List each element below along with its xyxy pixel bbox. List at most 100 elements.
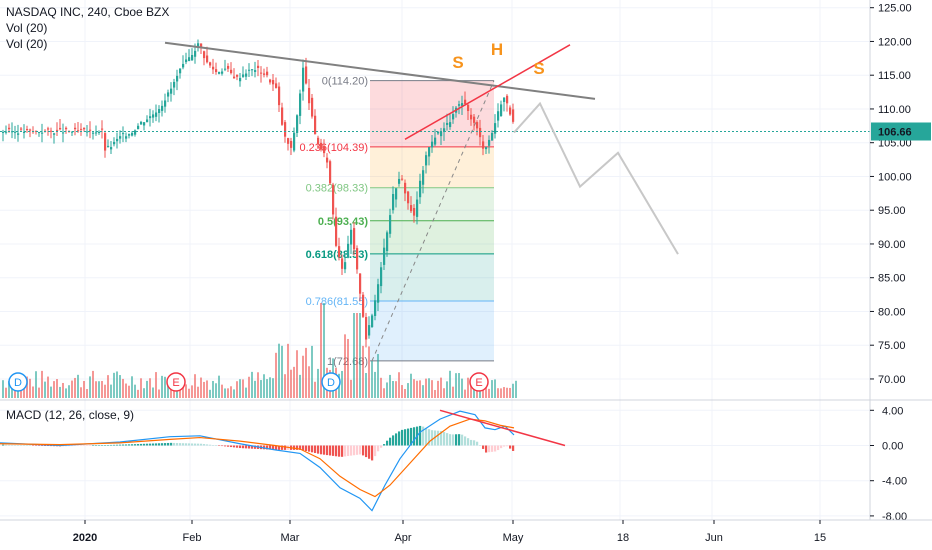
volume-bar	[302, 355, 304, 398]
candle-body	[218, 72, 221, 74]
event-badge: D	[8, 372, 28, 392]
candle-body	[62, 132, 65, 134]
volume-bar	[197, 386, 199, 398]
macd-histogram-bar	[377, 445, 380, 452]
volume-bar	[422, 385, 424, 398]
candle-body	[299, 93, 302, 116]
candle-body	[230, 69, 233, 74]
candle-body	[446, 122, 449, 125]
price-axis-label: 120.00	[878, 36, 912, 48]
macd-histogram-bar	[269, 445, 272, 450]
volume-bar	[5, 387, 7, 398]
candle-body	[425, 155, 428, 166]
volume-bar	[80, 387, 82, 398]
macd-histogram-bar	[137, 444, 140, 446]
macd-histogram-bar	[410, 427, 413, 446]
volume-bar	[98, 381, 100, 398]
fib-retracement: 0(114.20) 0.236(104.39) 0.382(98.33) 0.5(93…	[300, 76, 495, 368]
candle-body	[110, 147, 113, 150]
candle-body	[104, 133, 107, 151]
volume-bar	[299, 374, 301, 398]
volume-bar	[461, 378, 463, 398]
volume-bar	[449, 370, 451, 398]
candle-body	[512, 109, 515, 122]
volume-bar	[275, 352, 277, 398]
volume-bar	[380, 377, 382, 398]
fib-zone-band	[370, 300, 494, 361]
candle-body	[350, 229, 353, 245]
macd-divergence-line	[439, 409, 566, 447]
volume-bar	[245, 387, 247, 398]
macd-histogram-bar	[188, 443, 191, 446]
macd-histogram-bar	[302, 445, 305, 451]
volume-bar	[431, 380, 433, 398]
macd-histogram-bar	[449, 434, 452, 446]
volume-bar	[254, 380, 256, 398]
candle-body	[188, 57, 191, 61]
candle-body	[284, 122, 287, 137]
macd-histogram-bar	[215, 445, 218, 446]
price-axis-label: 95.00	[878, 205, 906, 217]
macd-histogram-bar	[179, 443, 182, 446]
candle-body	[8, 127, 11, 130]
candle-body	[92, 132, 95, 134]
macd-histogram-bar	[23, 445, 26, 446]
volume-bar	[470, 377, 472, 398]
macd-histogram-bar	[497, 445, 500, 451]
macd-histogram-bar	[509, 445, 512, 449]
candle-body	[5, 131, 8, 133]
volume-bar	[359, 313, 361, 398]
candle-body	[473, 116, 476, 123]
volume-bar	[101, 380, 103, 398]
candle-body	[263, 73, 266, 75]
volume-bar	[65, 388, 67, 398]
macd-histogram-bar	[386, 440, 389, 446]
candle-body	[479, 127, 482, 138]
candle-body	[320, 142, 323, 150]
candle-body	[386, 232, 389, 251]
volume-bar	[452, 386, 454, 398]
macd-histogram-bar	[326, 445, 329, 456]
candle-body	[275, 83, 278, 88]
macd-histogram-bar	[485, 445, 488, 453]
volume-bar	[44, 381, 46, 398]
macd-histogram-bar	[248, 445, 251, 449]
last-price-tag: 106.66	[871, 122, 931, 141]
fib-level-label: 0(114.20)	[322, 76, 368, 88]
candle-body	[242, 74, 245, 77]
candle-body	[509, 107, 512, 115]
macd-histogram-bar	[2, 444, 5, 446]
candle-body	[434, 137, 437, 145]
macd-histogram-bar	[428, 429, 431, 446]
macd-histogram-bar	[17, 445, 20, 446]
candle-body	[152, 114, 155, 118]
macd-histogram-bar	[167, 442, 170, 446]
macd-histogram-bar	[458, 434, 461, 446]
candle-body	[476, 122, 479, 129]
candle-body	[59, 127, 62, 130]
macd-histogram-bar	[440, 430, 443, 446]
volume-bar	[38, 387, 40, 398]
macd-histogram-bar	[227, 445, 230, 447]
macd-histogram-bar	[134, 444, 137, 446]
volume-bar	[317, 368, 319, 398]
candle-body	[185, 59, 188, 63]
volume-bar	[227, 388, 229, 398]
volume-bar	[290, 369, 292, 398]
macd-histogram-bar	[371, 445, 374, 461]
volume-bar	[320, 303, 322, 398]
macd-histogram-bar	[68, 445, 71, 447]
volume-bar	[371, 361, 373, 398]
macd-histogram-bar	[98, 445, 101, 446]
event-badge: D	[321, 372, 341, 392]
price-axis-label: 100.00	[878, 171, 912, 183]
candle-body	[464, 99, 467, 104]
candle-body	[83, 127, 86, 130]
volume-bar	[221, 384, 223, 398]
macd-histogram-bar	[170, 442, 173, 446]
macd-histogram-bar	[197, 443, 200, 446]
volume-bar	[89, 376, 91, 398]
macd-histogram-bar	[461, 434, 464, 446]
macd-histogram-bar	[503, 445, 506, 447]
